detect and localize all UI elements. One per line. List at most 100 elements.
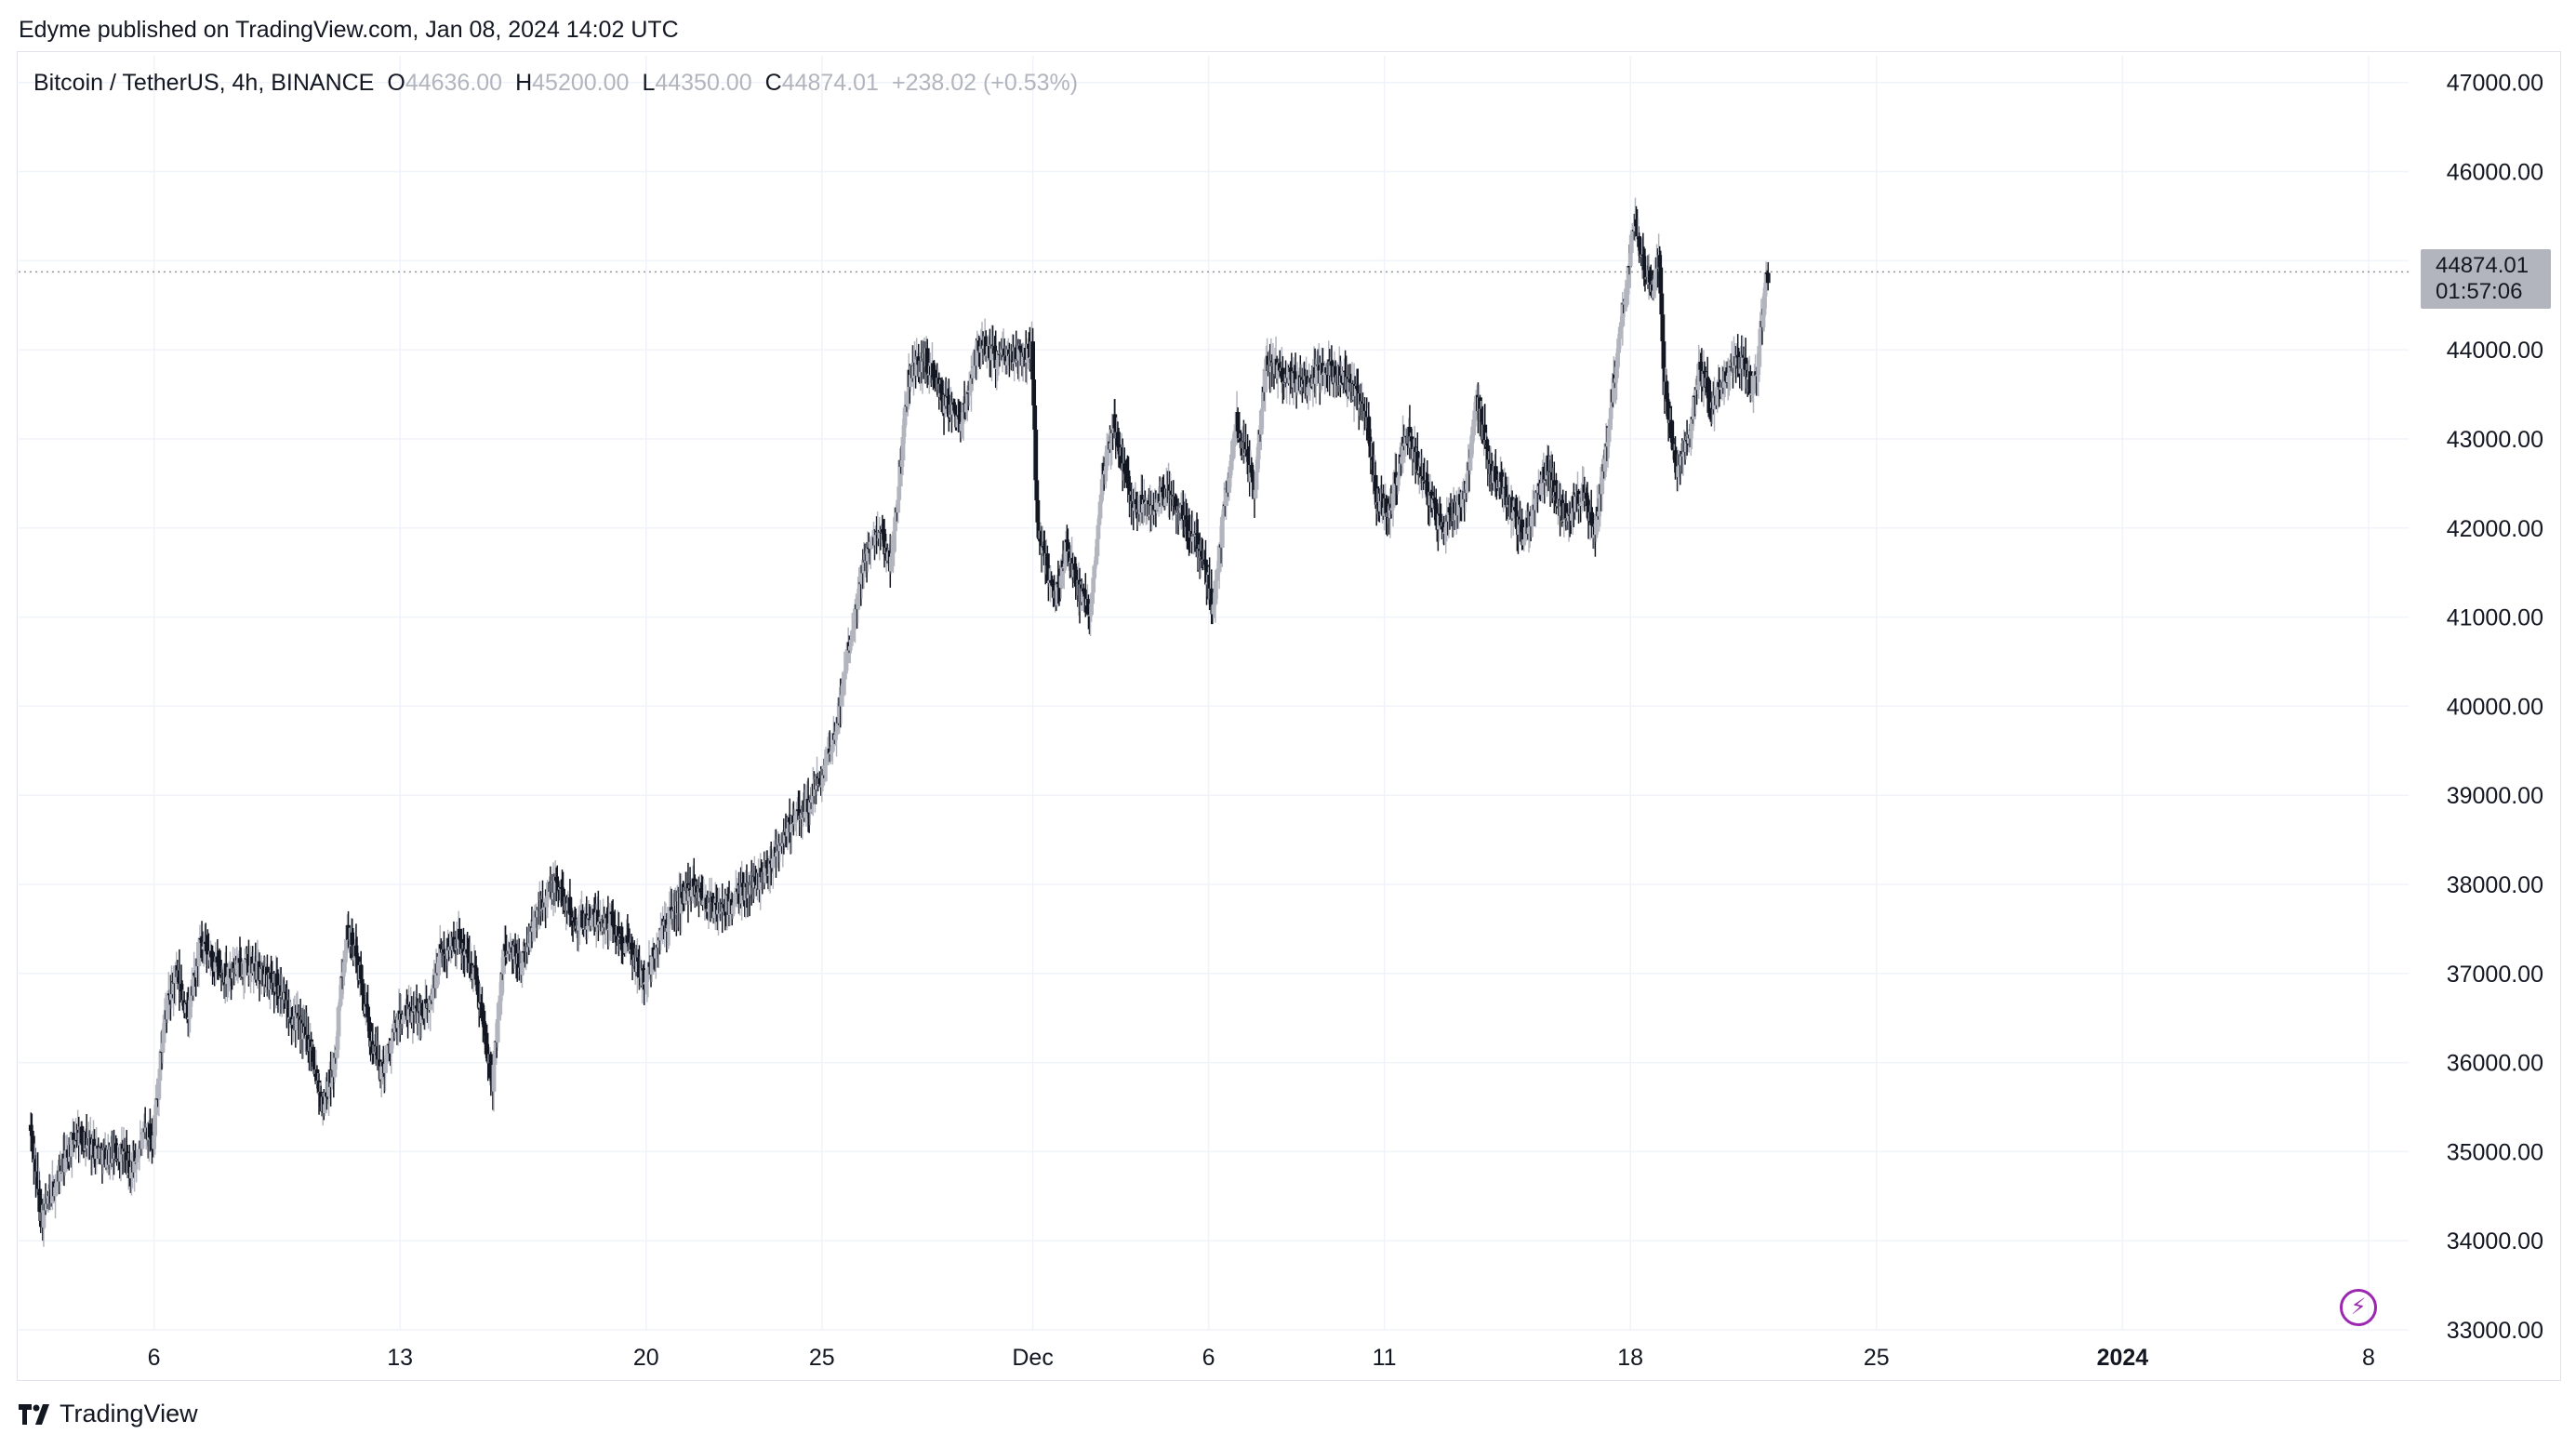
grid-lines (19, 56, 2409, 1331)
candle (1563, 490, 1569, 531)
candle (552, 859, 558, 913)
candle (238, 947, 244, 980)
candle (924, 339, 930, 389)
symbol-label: Bitcoin / TetherUS, 4h, BINANCE (33, 70, 375, 96)
candle (701, 879, 707, 909)
candle (1367, 416, 1373, 447)
candle (1758, 312, 1763, 362)
candle (704, 895, 710, 919)
candle (671, 893, 676, 931)
candle (1122, 447, 1127, 488)
x-tick-label: 25 (809, 1345, 835, 1371)
candle (920, 339, 925, 394)
candle (569, 908, 575, 936)
candle (1368, 429, 1374, 474)
candle (129, 1152, 134, 1196)
candle (1086, 594, 1091, 630)
candle (1510, 500, 1516, 536)
candle (114, 1138, 120, 1166)
candle (503, 925, 508, 966)
open-value: 44636.00 (405, 70, 503, 96)
candle (343, 947, 348, 973)
candle (619, 922, 624, 964)
candle (94, 1126, 100, 1175)
candle (1314, 351, 1320, 387)
change-value: +238.02 (+0.53%) (891, 70, 1079, 96)
candles (28, 197, 1771, 1247)
candle (1216, 542, 1222, 590)
x-tick-label: 20 (633, 1345, 659, 1371)
bar-countdown: 01:57:06 (2436, 279, 2523, 304)
candle (528, 919, 534, 952)
candle (1281, 356, 1285, 405)
candle (100, 1139, 106, 1175)
candle (219, 959, 224, 991)
candle (983, 330, 989, 362)
candle (1209, 569, 1215, 625)
candle (480, 987, 485, 1025)
candle (1705, 356, 1710, 413)
candle (567, 879, 573, 927)
candle (714, 884, 719, 923)
candle (1658, 250, 1664, 299)
last-price-value: 44874.01 (2436, 253, 2530, 278)
candle (485, 1024, 490, 1059)
candle (775, 838, 779, 870)
candle (274, 957, 280, 1006)
candle (842, 651, 847, 697)
candle (1194, 512, 1200, 538)
x-tick-label: Dec (1012, 1345, 1053, 1371)
candle (1266, 352, 1271, 377)
candle (491, 1055, 497, 1112)
tradingview-logo-icon (19, 1404, 49, 1425)
last-price-label: 44874.01 01:57:06 (2421, 249, 2551, 309)
candle (1757, 343, 1762, 382)
candle (643, 969, 648, 989)
candle (1692, 392, 1696, 427)
candle (1306, 382, 1311, 410)
candle (1765, 261, 1771, 291)
lightning-icon[interactable]: ⚡ (2340, 1289, 2377, 1326)
candle (1725, 357, 1731, 401)
candle (1258, 408, 1264, 451)
candle (722, 898, 727, 916)
candle (1627, 250, 1633, 288)
candle (852, 620, 856, 642)
x-tick-label: 25 (1864, 1345, 1890, 1371)
candle (763, 851, 768, 885)
high-value: 45200.00 (532, 70, 630, 96)
candle (1706, 376, 1711, 418)
candle (965, 380, 971, 411)
candle (824, 753, 830, 781)
candle (213, 942, 219, 985)
candle (620, 926, 625, 965)
candle (787, 798, 792, 843)
candle (1639, 238, 1644, 267)
candle (1573, 483, 1578, 521)
y-tick-label: 36000.00 (2447, 1051, 2543, 1077)
candle (1122, 460, 1128, 484)
candle (1554, 472, 1559, 515)
candle (1642, 248, 1648, 292)
candle (492, 1046, 498, 1073)
candle (378, 1062, 384, 1097)
x-tick-label: 2024 (2097, 1345, 2149, 1371)
candle (667, 891, 672, 946)
candle (873, 525, 878, 555)
candle (1706, 378, 1712, 419)
candle (649, 951, 655, 982)
candle (1180, 490, 1186, 538)
candle (339, 958, 344, 1007)
candle (461, 927, 466, 974)
y-tick-label: 46000.00 (2447, 160, 2543, 186)
candle (1603, 423, 1609, 478)
candle (389, 1038, 394, 1074)
candle (433, 949, 439, 999)
candle (31, 1131, 35, 1151)
candle (124, 1130, 129, 1162)
tradingview-footer[interactable]: TradingView (19, 1400, 198, 1428)
y-tick-label: 35000.00 (2447, 1139, 2543, 1165)
candle (841, 674, 846, 707)
candle (856, 567, 862, 611)
